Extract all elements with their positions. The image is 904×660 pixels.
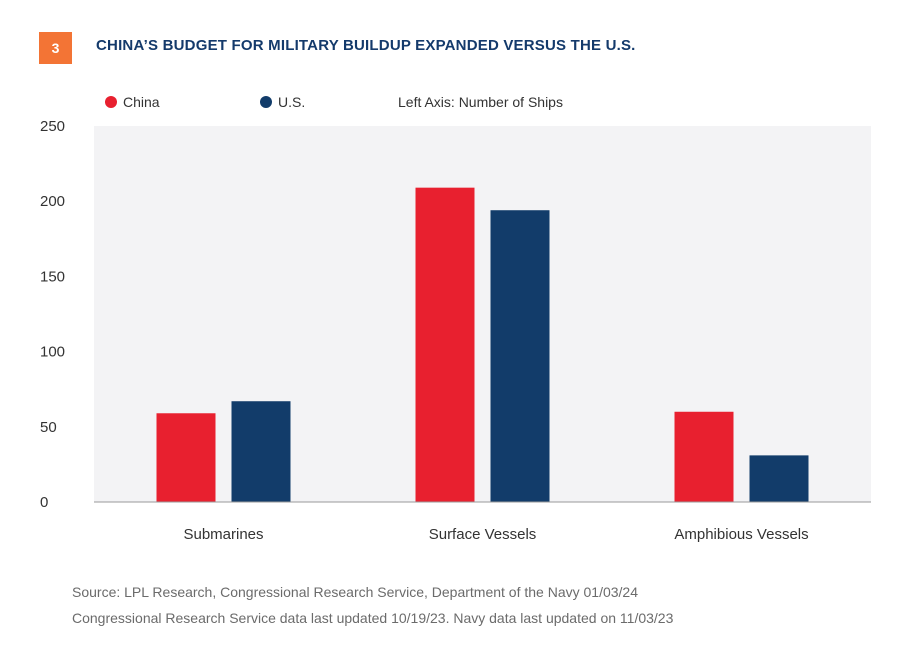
x-tick-label: Submarines — [183, 526, 263, 543]
y-tick-label: 0 — [40, 494, 48, 511]
legend-swatch-china — [105, 96, 117, 108]
y-tick-label: 50 — [40, 419, 57, 436]
source-line-2: Congressional Research Service data last… — [72, 610, 674, 626]
y-tick-label: 150 — [40, 268, 65, 285]
y-tick-label: 250 — [40, 118, 65, 135]
bar-us-amphibious-vessels — [749, 455, 809, 502]
source-line-1: Source: LPL Research, Congressional Rese… — [72, 584, 639, 600]
bar-chart: 0 50 100 150 200 250 Submarines Surface Vessels… — [40, 118, 871, 543]
legend-item-us: U.S. — [260, 94, 305, 110]
legend-label-china: China — [123, 94, 160, 110]
x-tick-label: Amphibious Vessels — [674, 526, 808, 543]
y-tick-label: 200 — [40, 193, 65, 210]
bar-china-surface-vessels — [415, 187, 475, 502]
axis-note: Left Axis: Number of Ships — [398, 94, 563, 110]
bar-us-submarines — [231, 401, 291, 502]
legend-item-china: China — [105, 94, 160, 110]
plot-area — [94, 126, 871, 502]
y-tick-label: 100 — [40, 344, 65, 361]
legend-swatch-us — [260, 96, 272, 108]
legend-label-us: U.S. — [278, 94, 306, 110]
bar-us-surface-vessels — [490, 210, 550, 502]
bar-china-amphibious-vessels — [674, 411, 734, 502]
figure-number-badge: 3 — [39, 32, 72, 64]
chart-title: CHINA’S BUDGET FOR MILITARY BUILDUP EXPA… — [96, 37, 636, 54]
x-tick-label: Surface Vessels — [429, 526, 537, 543]
bar-china-submarines — [156, 413, 216, 502]
